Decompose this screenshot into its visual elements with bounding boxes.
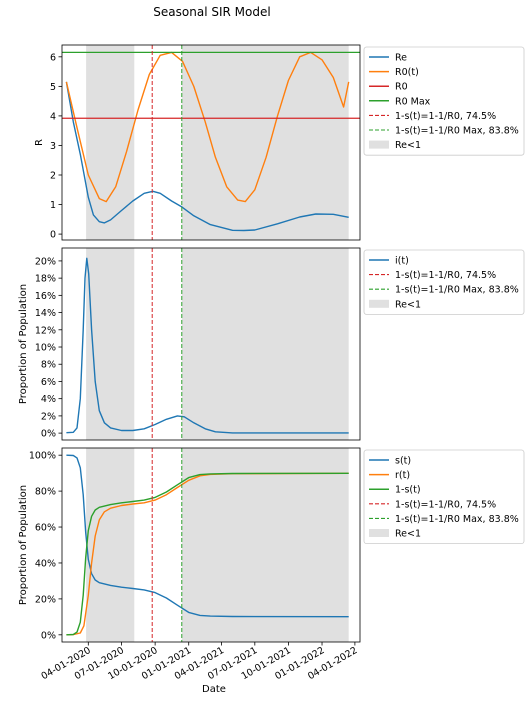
re-below-one-region bbox=[181, 248, 349, 440]
y-tick-label: 0 bbox=[50, 230, 56, 241]
axes-frame bbox=[61, 247, 361, 441]
legend-swatch bbox=[369, 529, 389, 537]
axes-frame bbox=[61, 447, 361, 643]
legend-label: R0 Max bbox=[395, 96, 431, 107]
y-tick-label: 4 bbox=[50, 111, 56, 122]
legend-label: 1-s(t)=1-1/R0 Max, 83.8% bbox=[395, 514, 519, 525]
x-axis-label: Date bbox=[202, 684, 226, 695]
legend-box bbox=[363, 449, 525, 544]
y-tick-label: 60% bbox=[35, 523, 56, 534]
legend-label: r(t) bbox=[395, 470, 410, 481]
legend-label: 1-s(t)=1-1/R0, 74.5% bbox=[395, 111, 496, 122]
legend-label: 1-s(t)=1-1/R0 Max, 83.8% bbox=[395, 126, 519, 137]
re-below-one-region bbox=[86, 248, 135, 440]
legend-label: Re bbox=[395, 53, 407, 64]
panel-3: 0% 20% 40% 60% 80% 100% Proportion of Populati… bbox=[18, 447, 525, 695]
legend-swatch bbox=[369, 299, 389, 308]
re-below-one-region bbox=[86, 45, 135, 240]
y-tick-label: 3 bbox=[50, 141, 56, 152]
legend-3: s(t) r(t) 1-s(t) 1-s(t)=1-1/R0, 74.5% 1-s(t)… bbox=[363, 449, 525, 544]
y-tick-label: 80% bbox=[35, 487, 56, 498]
legend-swatch bbox=[369, 140, 389, 149]
legend-label: R0 bbox=[395, 82, 408, 93]
panel-1: 0 1 2 3 4 5 6 R Re R0(t) R0 R0 Max 1-s(t)=1-1/R0, 74… bbox=[34, 44, 525, 241]
y-axis-label: Proportion of Population bbox=[18, 485, 29, 605]
legend-label: Re<1 bbox=[395, 299, 421, 310]
y-tick-label: 40% bbox=[35, 558, 56, 569]
y-tick-label: 6 bbox=[50, 52, 56, 63]
y-tick-label: 20% bbox=[35, 594, 56, 605]
legend-label: 1-s(t)=1-1/R0, 74.5% bbox=[395, 270, 496, 281]
y-tick-label: 16% bbox=[35, 291, 56, 302]
y-tick-label: 18% bbox=[35, 274, 56, 285]
legend-label: 1-s(t) bbox=[395, 485, 421, 496]
legend-2: i(t) 1-s(t)=1-1/R0, 74.5% 1-s(t)=1-1/R0 Ma… bbox=[363, 249, 525, 315]
y-tick-label: 2% bbox=[41, 411, 56, 422]
y-tick-label: 1 bbox=[50, 200, 56, 211]
y-tick-label: 8% bbox=[41, 360, 56, 371]
y-tick-label: 100% bbox=[29, 451, 56, 462]
y-tick-label: 2 bbox=[50, 171, 56, 182]
y-tick-label: 12% bbox=[35, 325, 56, 336]
re-below-one-region bbox=[181, 45, 349, 240]
figure-title: Seasonal SIR Model bbox=[153, 5, 270, 19]
series-re-line bbox=[65, 81, 349, 232]
legend-label: 1-s(t)=1-1/R0, 74.5% bbox=[395, 499, 496, 510]
y-tick-label: 20% bbox=[35, 256, 56, 267]
series-r-t--line bbox=[66, 472, 349, 636]
y-tick-label: 5 bbox=[50, 82, 56, 93]
series-r0-t--line bbox=[65, 51, 350, 203]
legend-label: s(t) bbox=[395, 456, 411, 467]
y-tick-label: 0% bbox=[41, 429, 56, 440]
axes-frame bbox=[61, 44, 361, 241]
series-i-t--line bbox=[66, 257, 349, 434]
panel-2: 0% 2% 4% 6% 8% 10% 12% 14% 16% 18% 20% Proportion o… bbox=[18, 247, 525, 441]
y-axis-label: R bbox=[34, 139, 45, 146]
legend-label: Re<1 bbox=[395, 529, 421, 540]
y-tick-label: 0% bbox=[41, 630, 56, 641]
legend-box bbox=[363, 46, 525, 156]
legend-box bbox=[363, 249, 525, 315]
series-1-s-t--line bbox=[66, 472, 349, 636]
y-tick-label: 6% bbox=[41, 377, 56, 388]
legend-label: 1-s(t)=1-1/R0 Max, 83.8% bbox=[395, 285, 519, 296]
legend-label: i(t) bbox=[395, 256, 409, 267]
re-below-one-region bbox=[181, 448, 349, 642]
series-s-t--line bbox=[66, 454, 349, 618]
y-tick-label: 14% bbox=[35, 308, 56, 319]
legend-label: Re<1 bbox=[395, 140, 421, 151]
y-tick-label: 4% bbox=[41, 394, 56, 405]
legend-label: R0(t) bbox=[395, 67, 419, 78]
y-axis-label: Proportion of Population bbox=[18, 284, 29, 404]
y-tick-label: 10% bbox=[35, 343, 56, 354]
legend-1: Re R0(t) R0 R0 Max 1-s(t)=1-1/R0, 74.5% 1-s(t… bbox=[363, 46, 525, 156]
